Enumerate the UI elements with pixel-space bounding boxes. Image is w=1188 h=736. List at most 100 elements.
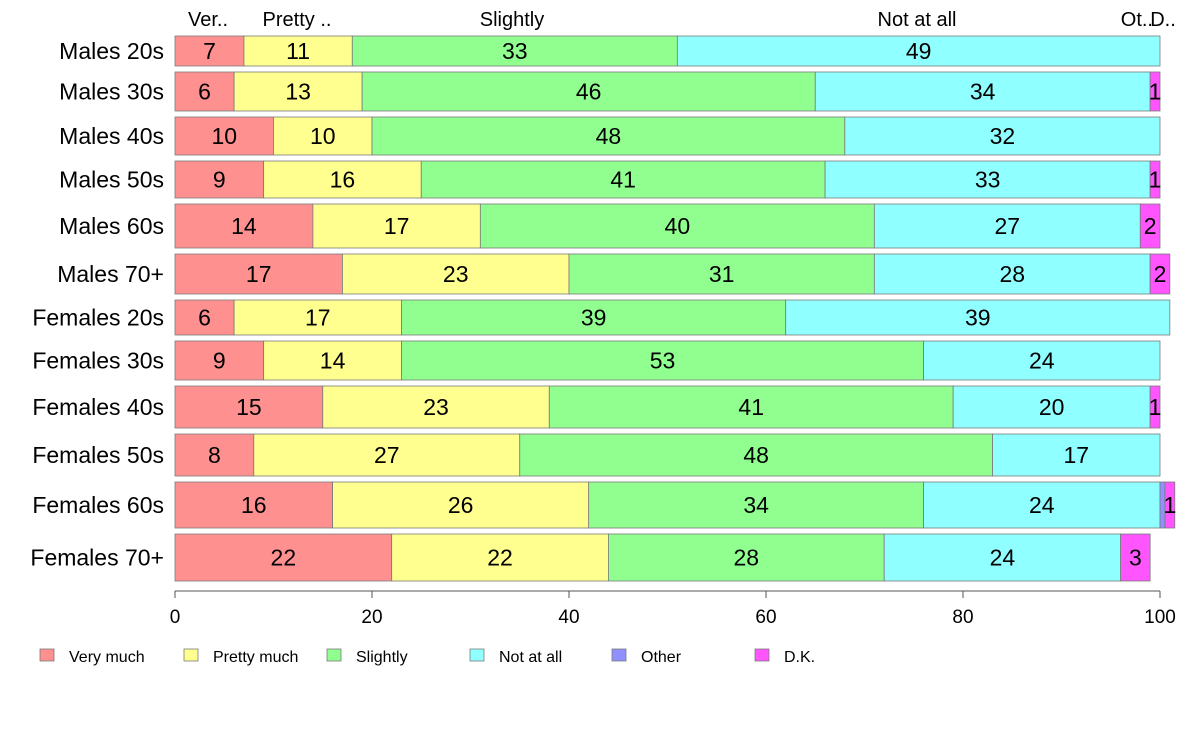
x-axis: 0 20 40 60 80 100	[170, 590, 1176, 628]
bar-segment	[568, 253, 875, 295]
bar-segment	[174, 203, 314, 249]
bar-segment	[243, 35, 353, 67]
bar-segment	[263, 160, 422, 199]
legend-swatch	[183, 648, 199, 662]
bar-segment	[342, 253, 570, 295]
legend-item: Pretty much	[183, 648, 298, 666]
legend-label: D.K.	[784, 649, 815, 666]
data-label: 7	[203, 38, 216, 64]
bar-segment	[1149, 385, 1161, 429]
bar-segment	[273, 116, 373, 156]
data-label: 39	[581, 305, 607, 331]
category-label: Females 50s	[32, 442, 164, 468]
legend-swatch	[754, 648, 770, 662]
category-label: Females 40s	[32, 394, 164, 420]
bar-row: 9 14 53 24	[174, 340, 1161, 381]
category-label: Males 20s	[59, 38, 164, 64]
bar-row: 9 16 41 33 1	[174, 160, 1161, 199]
bar-segment	[332, 481, 590, 529]
data-label: 1	[1149, 394, 1162, 420]
legend-label: Pretty much	[213, 649, 298, 666]
bar-row: 6 13 46 34 1	[174, 71, 1162, 112]
data-label: 17	[1063, 442, 1089, 468]
bar-segment	[174, 160, 265, 199]
data-label: 1	[1149, 79, 1162, 105]
bar-segment	[676, 35, 1161, 67]
data-label: 2	[1154, 261, 1167, 287]
bar-segment	[174, 385, 324, 429]
bar-segment	[923, 340, 1161, 381]
bar-row: 10 10 48 32	[174, 116, 1161, 156]
legend-label: Other	[641, 649, 682, 666]
data-label: 16	[241, 492, 267, 518]
top-label: Ver..	[188, 9, 228, 31]
data-label: 6	[198, 79, 211, 105]
legend-item: Slightly	[326, 648, 408, 666]
data-label: 2	[1144, 213, 1157, 239]
category-label: Females 60s	[32, 492, 164, 518]
bar-row: 15 23 41 20 1	[174, 385, 1162, 429]
category-label: Females 70+	[30, 545, 164, 571]
data-label: 22	[487, 545, 513, 571]
bar-segment	[785, 299, 1171, 336]
data-label: 49	[906, 38, 932, 64]
x-tick-label: 40	[558, 607, 579, 628]
data-label: 28	[734, 545, 760, 571]
data-label: 33	[975, 167, 1001, 193]
data-label: 20	[1039, 394, 1065, 420]
bar-segment	[174, 481, 334, 529]
legend-item: Other	[611, 648, 682, 666]
data-label: 27	[995, 213, 1021, 239]
category-label: Males 30s	[59, 79, 164, 105]
data-label: 8	[208, 442, 221, 468]
bar-row: 14 17 40 27 2	[174, 203, 1161, 249]
data-label: 6	[198, 305, 211, 331]
category-label: Females 30s	[32, 348, 164, 374]
bar-segment	[371, 116, 846, 156]
data-label: 17	[305, 305, 331, 331]
bar-segment	[361, 71, 816, 112]
legend-label: Slightly	[356, 649, 408, 666]
data-label: 28	[999, 261, 1025, 287]
bar-segment	[548, 385, 954, 429]
data-label: 14	[231, 213, 257, 239]
data-label: 40	[665, 213, 691, 239]
top-label: Ot..	[1121, 9, 1153, 31]
x-tick-label: 80	[952, 607, 973, 628]
bar-segment	[174, 533, 393, 582]
top-label: Slightly	[480, 9, 544, 31]
category-label: Males 70+	[57, 261, 164, 287]
bar-row: 16 26 34 24 1	[174, 481, 1176, 529]
bar-segment	[1120, 533, 1151, 582]
bar-segment	[322, 385, 550, 429]
x-tick-label: 0	[170, 607, 181, 628]
data-label: 10	[310, 123, 336, 149]
data-label: 39	[965, 305, 991, 331]
data-label: 11	[286, 38, 310, 64]
bar-segment	[1164, 481, 1176, 529]
data-label: 17	[384, 213, 410, 239]
data-label: 41	[738, 394, 764, 420]
x-tick-label: 60	[755, 607, 776, 628]
data-label: 15	[236, 394, 262, 420]
top-label: D..	[1150, 9, 1176, 31]
bar-segment	[873, 203, 1141, 249]
data-label: 13	[285, 79, 311, 105]
bar-segment	[174, 116, 274, 156]
bar-segment	[1139, 203, 1161, 249]
data-label: 31	[709, 261, 735, 287]
legend-swatch	[469, 648, 485, 662]
bar-segment	[1149, 71, 1161, 112]
bar-segment	[479, 203, 875, 249]
category-label: Males 50s	[59, 167, 164, 193]
data-label: 10	[211, 123, 237, 149]
bar-segment	[174, 340, 265, 381]
data-label: 24	[990, 545, 1016, 571]
legend-item: Not at all	[469, 648, 562, 666]
data-label: 24	[1029, 348, 1055, 374]
data-label: 1	[1163, 492, 1176, 518]
data-label: 23	[443, 261, 469, 287]
data-label: 9	[213, 348, 226, 374]
data-label: 32	[990, 123, 1016, 149]
